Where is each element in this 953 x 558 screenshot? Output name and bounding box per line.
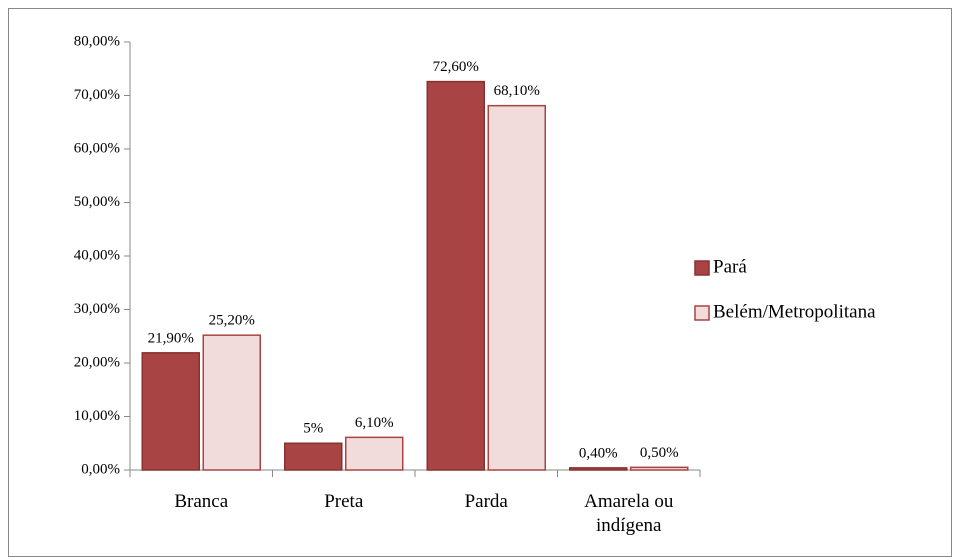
x-tick-label: Preta [324,491,364,512]
data-label: 5% [303,421,323,437]
y-tick-label: 20,00% [74,354,120,370]
data-label: 0,40% [579,445,618,461]
bar [202,334,261,471]
legend-label: Pará [713,256,747,277]
data-label: 0,50% [640,445,679,461]
y-tick-label: 70,00% [74,87,120,103]
y-tick-label: 10,00% [74,408,120,424]
y-tick-label: 0,00% [81,461,120,477]
legend-label: Belém/Metropolitana [713,301,876,322]
bar [345,436,404,471]
x-tick-label: Amarela ou indígena [584,491,674,536]
y-tick-label: 50,00% [74,194,120,210]
bar [284,442,343,471]
bar [487,104,546,471]
data-label: 25,20% [209,313,255,329]
bar [426,80,485,471]
y-tick-label: 30,00% [74,301,120,317]
y-tick-label: 80,00% [74,33,120,49]
bar [569,467,628,471]
data-label: 72,60% [433,59,479,75]
bar [141,352,200,471]
y-tick-label: 40,00% [74,247,120,263]
chart-border [8,8,952,557]
data-label: 6,10% [355,415,394,431]
legend-swatch [694,260,710,276]
bar [630,466,689,471]
x-tick-label: Branca [174,491,229,512]
y-tick-label: 60,00% [74,140,120,156]
x-tick-label: Parda [464,491,508,512]
legend-swatch [694,305,710,321]
data-label: 21,90% [148,330,194,346]
data-label: 68,10% [494,83,540,99]
